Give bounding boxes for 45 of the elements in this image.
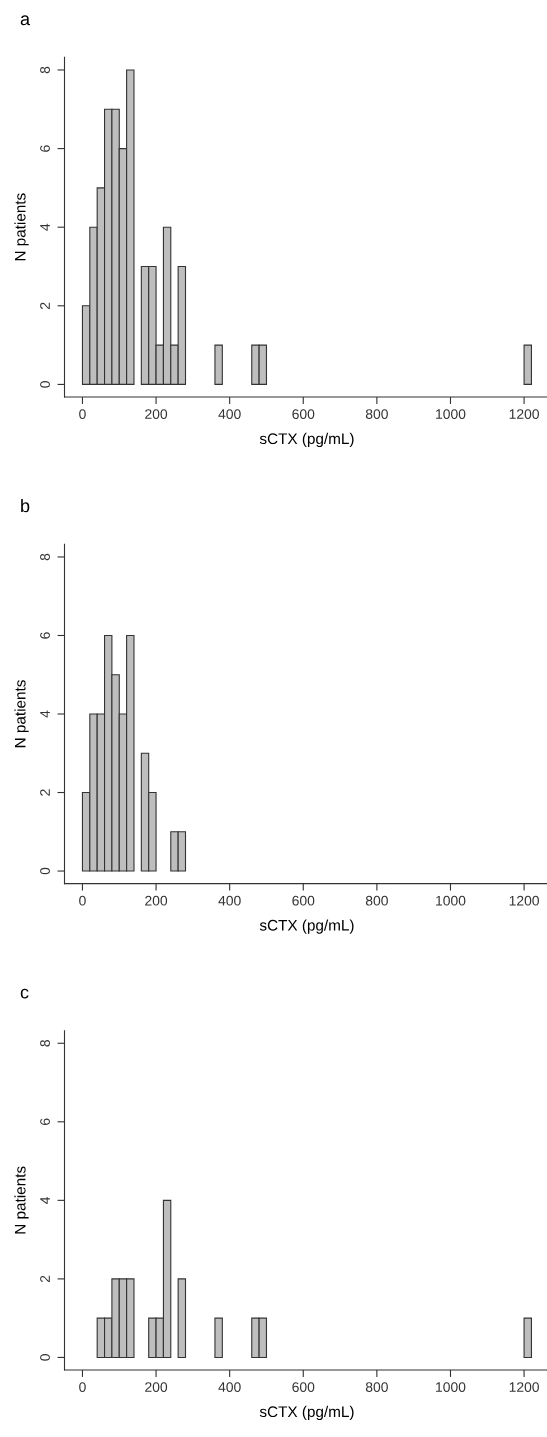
y-tick-label: 8 <box>40 66 50 74</box>
y-tick-label: 8 <box>40 553 50 561</box>
y-tick-label: 4 <box>40 710 50 718</box>
y-tick-label: 2 <box>40 302 50 309</box>
x-tick-label: 800 <box>365 1382 388 1393</box>
x-tick-label: 400 <box>218 1382 241 1393</box>
x-tick-label: 1200 <box>509 895 539 906</box>
y-axis-title: N patients <box>14 1166 29 1234</box>
y-tick-label: 6 <box>40 632 50 639</box>
x-tick-label: 800 <box>365 409 388 420</box>
x-tick-label: 1000 <box>436 1382 466 1393</box>
y-axis-title: N patients <box>14 680 29 748</box>
x-tick-label: 400 <box>218 409 241 420</box>
chart-title: c <box>20 988 29 999</box>
x-tick-label: 200 <box>145 895 168 906</box>
y-tick-label: 6 <box>40 145 50 152</box>
x-tick-label: 0 <box>79 1382 86 1393</box>
x-tick-label: 200 <box>145 1382 168 1393</box>
x-axis-title: sCTX (pg/mL) <box>259 919 354 934</box>
x-tick-label: 400 <box>218 895 241 906</box>
y-axis-title: N patients <box>14 193 29 261</box>
x-tick-label: 600 <box>292 409 315 420</box>
chart-title: a <box>20 15 31 26</box>
y-tick-label: 0 <box>40 1354 50 1361</box>
y-tick-label: 6 <box>40 1118 50 1125</box>
chart-title: b <box>21 498 30 513</box>
x-axis-title: sCTX (pg/mL) <box>259 1405 354 1421</box>
x-tick-label: 0 <box>79 895 86 906</box>
y-tick-label: 0 <box>40 381 50 388</box>
x-tick-label: 1000 <box>436 409 466 420</box>
x-tick-label: 1000 <box>436 895 466 906</box>
x-tick-label: 800 <box>365 895 388 906</box>
x-tick-label: 0 <box>79 409 86 420</box>
y-tick-label: 2 <box>40 1275 50 1283</box>
x-tick-label: 600 <box>292 1382 315 1393</box>
y-tick-label: 4 <box>40 1196 50 1204</box>
y-tick-label: 2 <box>40 789 50 796</box>
x-tick-label: 1200 <box>509 409 539 420</box>
x-tick-label: 1200 <box>509 1382 539 1393</box>
y-tick-label: 4 <box>40 223 50 231</box>
x-axis-title: sCTX (pg/mL) <box>259 432 354 448</box>
x-tick-label: 200 <box>145 409 168 420</box>
y-tick-label: 0 <box>40 867 50 875</box>
y-tick-label: 8 <box>40 1040 50 1047</box>
x-tick-label: 600 <box>292 895 315 906</box>
